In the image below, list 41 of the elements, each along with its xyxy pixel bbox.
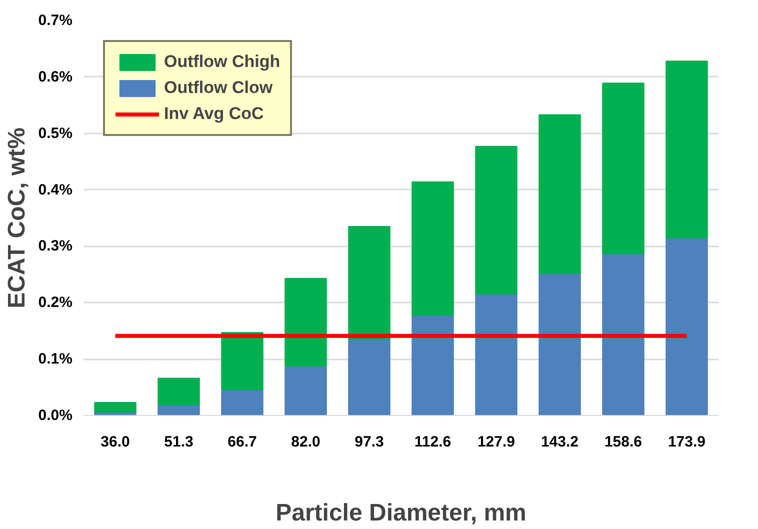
x-tick-label: 143.2 xyxy=(540,434,579,450)
y-tick-label: 0.6% xyxy=(38,68,73,86)
bar xyxy=(284,365,327,416)
x-tick-label: 66.7 xyxy=(228,434,257,450)
bar xyxy=(284,278,327,366)
x-tick-label: 36.0 xyxy=(100,434,130,450)
bar xyxy=(221,332,264,390)
bar xyxy=(602,253,644,416)
y-tick-label: 0.1% xyxy=(38,350,73,368)
bar xyxy=(412,181,454,316)
x-tick-label: 173.9 xyxy=(668,434,706,450)
bar xyxy=(94,402,136,413)
x-tick-label: 82.0 xyxy=(291,434,320,450)
x-tick-label: 97.3 xyxy=(354,434,384,450)
bar xyxy=(538,272,581,416)
x-tick-label: 127.9 xyxy=(477,434,516,450)
y-tick-label: 0.7% xyxy=(38,12,73,29)
bar xyxy=(602,82,644,254)
bar xyxy=(412,314,454,416)
bar xyxy=(221,389,264,416)
bar xyxy=(475,146,518,294)
bar xyxy=(348,338,390,416)
y-tick-label: 0.4% xyxy=(38,181,73,198)
legend-label: Outflow Clow xyxy=(164,78,273,98)
bar xyxy=(158,378,200,406)
x-tick-label: 112.6 xyxy=(414,434,452,450)
bar xyxy=(348,226,390,340)
y-tick-label: 0.0% xyxy=(38,407,73,424)
y-tick-label: 0.5% xyxy=(38,124,73,142)
bar xyxy=(538,114,581,274)
x-tick-label: 51.3 xyxy=(164,434,194,450)
bar xyxy=(666,237,708,416)
bar xyxy=(666,60,708,238)
x-tick-label: 158.6 xyxy=(604,434,642,450)
legend-label: Inv Avg CoC xyxy=(164,104,264,124)
legend-label: Outflow Chigh xyxy=(164,52,280,72)
bar xyxy=(475,293,518,416)
x-axis-title: Particle Diameter, mm xyxy=(276,500,526,526)
y-tick-label: 0.3% xyxy=(38,238,73,255)
y-tick-label: 0.2% xyxy=(38,294,73,312)
y-axis-title: ECAT CoC, wt% xyxy=(3,128,30,308)
